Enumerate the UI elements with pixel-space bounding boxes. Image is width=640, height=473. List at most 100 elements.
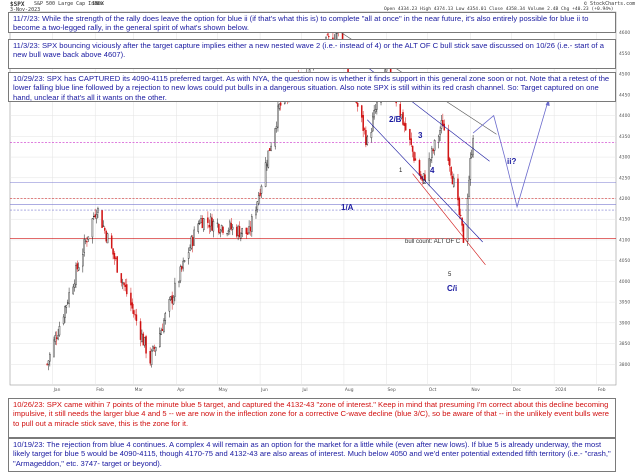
wave-label-4: 4 [430, 166, 435, 175]
candle-body [163, 320, 165, 333]
wave-label-sub2: 2 [423, 180, 427, 186]
y-tick-label: 3800 [619, 362, 630, 368]
candle-body [219, 232, 221, 234]
x-tick-label: Feb [598, 387, 606, 393]
candle-body [211, 217, 213, 231]
x-tick-label: Jan [53, 387, 61, 393]
candle-body [259, 192, 261, 196]
wave-label-2b: 2/B [389, 115, 402, 124]
candle-body [405, 123, 407, 131]
candle-body [468, 180, 470, 197]
candle-body [237, 225, 239, 236]
candle-body [123, 282, 125, 286]
y-tick-label: 4350 [619, 134, 630, 140]
candle-body [182, 260, 184, 269]
candle-body [77, 267, 80, 271]
candle-body [366, 136, 369, 145]
note-2023-11-03: 11/3/23: SPX bouncing viciously after th… [8, 39, 616, 69]
candle-body [113, 252, 116, 259]
candle-body [141, 333, 143, 342]
candle-body [362, 115, 364, 131]
candle-body [178, 281, 180, 283]
candle-body [87, 236, 90, 240]
candle-body [65, 305, 68, 308]
candle-body [231, 226, 234, 230]
y-tick-label: 4100 [619, 237, 630, 243]
candle-body [193, 229, 195, 246]
candle-body [472, 138, 474, 155]
candle-body [432, 149, 434, 152]
y-tick-label: 4200 [619, 196, 630, 202]
candle-body [218, 224, 220, 233]
candle-body [124, 284, 127, 288]
note-2023-11-07: 11/7/23: While the strength of the rally… [8, 12, 616, 33]
candle-body [447, 129, 450, 161]
candle-body [57, 335, 59, 340]
candle-body [83, 239, 85, 253]
candle-body [116, 256, 118, 273]
candle-body [179, 266, 182, 282]
candle-body [418, 160, 421, 176]
candle-body [53, 339, 55, 357]
y-tick-label: 3850 [619, 341, 630, 347]
candle-body [431, 148, 433, 159]
candle-body [422, 173, 425, 181]
candle-body [159, 333, 161, 348]
y-tick-label: 3900 [619, 320, 630, 326]
candle-body [115, 257, 117, 259]
candle-body [97, 207, 99, 213]
candle-body [216, 222, 219, 224]
candle-body [68, 292, 70, 304]
x-tick-label: Feb [96, 387, 104, 393]
candle-body [104, 227, 106, 231]
candle-body [453, 177, 455, 187]
candle-body [424, 174, 426, 181]
candle-body [462, 223, 465, 243]
candle-body [66, 302, 69, 304]
candle-body [222, 226, 224, 233]
candle-body [164, 313, 167, 321]
candle-body [275, 126, 278, 129]
candle-body [376, 101, 378, 110]
candle-body [403, 123, 406, 126]
candle-body [278, 103, 281, 109]
candle-body [365, 130, 367, 146]
candle-body [268, 148, 271, 151]
bull-count-label: bull count: ALT OF C [405, 239, 461, 245]
candle-body [172, 296, 175, 305]
x-tick-label: Nov [471, 387, 480, 393]
wave-label-3: 3 [418, 131, 423, 140]
candle-body [62, 316, 65, 324]
candle-body [410, 138, 413, 145]
candle-body [201, 218, 204, 229]
candle-body [411, 145, 414, 152]
x-tick-label: May [218, 387, 227, 393]
candle-body [187, 252, 190, 259]
candle-body [143, 336, 146, 346]
x-tick-label: Dec [513, 387, 522, 393]
candle-body [183, 260, 186, 262]
candle-body [152, 345, 154, 351]
candle-body [226, 233, 228, 235]
candle-body [64, 306, 66, 319]
candle-body [86, 241, 88, 243]
chart-quote: Open 4334.23 High 4374.13 Low 4354.01 Cl… [384, 7, 614, 12]
candle-body [49, 353, 51, 362]
y-tick-label: 4550 [619, 51, 630, 57]
candle-body [112, 248, 114, 255]
wave-label-sub5: 5 [448, 272, 452, 278]
chart-name: S&P 500 Large Cap Index [34, 1, 104, 7]
price-axis: 3800 3850 3900 3950 4000 4050 4100 4150 4200 4250… [619, 30, 630, 368]
candle-body [94, 214, 96, 218]
candle-body [413, 152, 415, 161]
candle-body [171, 295, 173, 304]
y-tick-label: 4400 [619, 113, 630, 119]
candle-body [174, 282, 176, 297]
candle-body [220, 225, 223, 231]
candle-body [120, 273, 123, 283]
red-channel-line [412, 173, 486, 265]
candle-body [439, 130, 441, 136]
wave-label-ii: ii? [507, 157, 517, 166]
candle-body [443, 123, 445, 131]
candle-body [84, 240, 87, 243]
